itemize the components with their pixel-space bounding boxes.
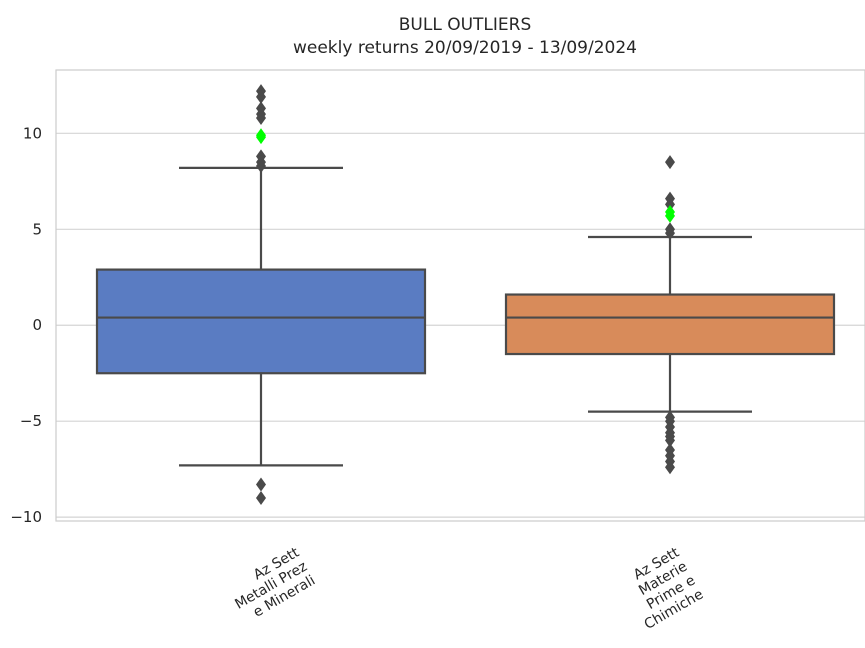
outlier-point — [665, 197, 675, 212]
chart-title: BULL OUTLIERS — [399, 15, 532, 35]
y-tick-label: −5 — [20, 412, 42, 430]
category-label: Az SettMetalli Preze Minerali — [224, 544, 318, 626]
outlier-point — [256, 490, 266, 505]
outlier-point — [665, 226, 675, 241]
outlier-point — [665, 155, 675, 170]
outlier-point — [256, 477, 266, 492]
box-group — [95, 84, 427, 505]
outlier-point — [256, 110, 266, 125]
category-labels: Az SettMetalli Preze Minerali Az SettMate… — [224, 544, 706, 633]
y-tick-label: −10 — [10, 508, 42, 526]
category-label: Az SettMateriePrime eChimiche — [617, 544, 706, 633]
highlighted-outlier-point — [665, 208, 675, 223]
boxes — [95, 84, 836, 505]
outlier-point — [256, 158, 266, 173]
outlier-point — [256, 89, 266, 104]
box-group — [504, 155, 836, 475]
y-tick-labels: 10 5 0 −5 −10 — [10, 124, 42, 526]
y-tick-label: 0 — [32, 316, 42, 334]
plot-frame — [55, 69, 865, 522]
box-iqr — [504, 293, 836, 356]
chart-subtitle: weekly returns 20/09/2019 - 13/09/2024 — [293, 38, 637, 58]
outlier-point — [665, 460, 675, 475]
outlier-point — [665, 433, 675, 448]
y-tick-label: 5 — [32, 220, 42, 238]
box-iqr — [95, 268, 427, 375]
y-tick-label: 10 — [23, 124, 42, 142]
highlighted-outlier-point — [256, 130, 266, 145]
